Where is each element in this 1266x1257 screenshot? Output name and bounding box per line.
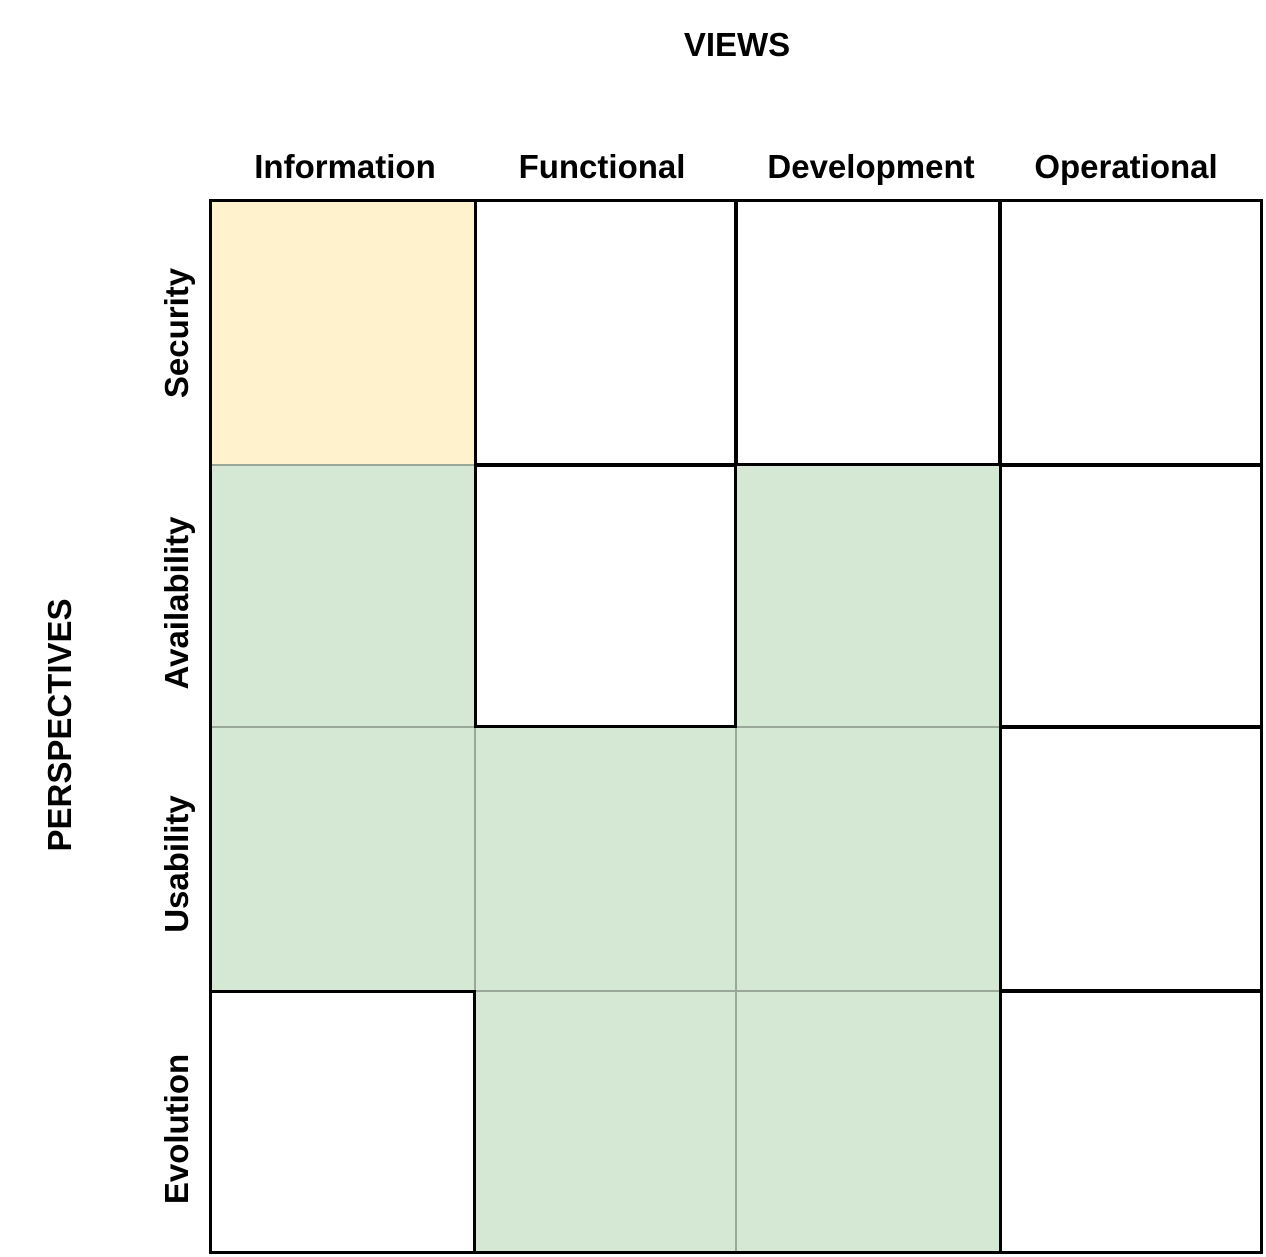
cell-usability-functional bbox=[475, 727, 736, 991]
row-header-availability: Availability bbox=[158, 516, 195, 690]
row-header-security: Security bbox=[158, 267, 195, 399]
column-header-development: Development bbox=[767, 148, 975, 185]
cell-availability-operational bbox=[999, 464, 1263, 728]
cell-evolution-operational bbox=[999, 990, 1263, 1254]
cell-security-operational bbox=[999, 199, 1263, 466]
cell-availability-functional bbox=[474, 464, 737, 728]
column-header-operational: Operational bbox=[1034, 148, 1218, 185]
cell-availability-development bbox=[736, 465, 1000, 727]
row-header-usability: Usability bbox=[158, 795, 195, 933]
cell-security-development bbox=[735, 199, 1001, 466]
row-header-evolution: Evolution bbox=[158, 1053, 195, 1205]
cell-availability-information bbox=[210, 465, 475, 727]
cell-evolution-functional bbox=[475, 991, 736, 1253]
cell-usability-information bbox=[210, 727, 475, 991]
column-header-information: Information bbox=[254, 148, 436, 185]
cell-evolution-information bbox=[209, 990, 476, 1254]
cell-usability-development bbox=[736, 727, 1000, 991]
perspectives-title: PERSPECTIVES bbox=[41, 598, 78, 852]
views-title: VIEWS bbox=[683, 26, 791, 63]
cell-evolution-development bbox=[736, 991, 1000, 1253]
cell-security-functional bbox=[474, 199, 737, 466]
cell-usability-operational bbox=[999, 726, 1263, 992]
cell-security-information bbox=[210, 200, 475, 465]
column-header-functional: Functional bbox=[518, 148, 686, 185]
